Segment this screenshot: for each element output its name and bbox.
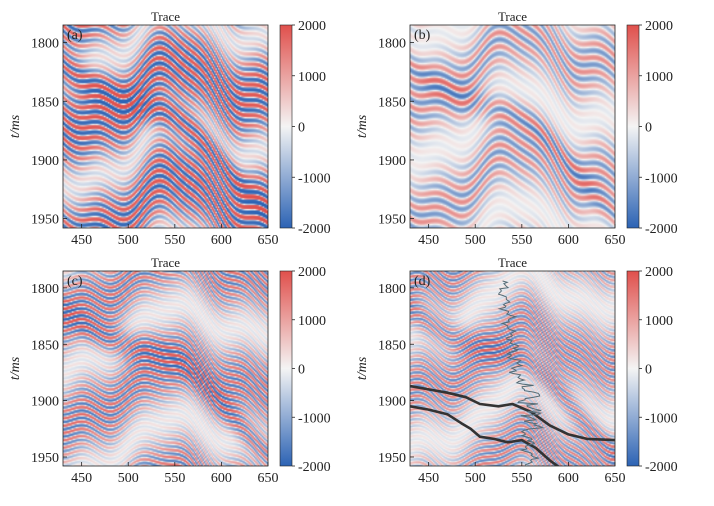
- seismic-figure: 450 500 550 600 650 1800 1850 1900 1950 Trace t/ms…: [0, 0, 714, 506]
- panel-4: 450 500 550 600 650 1800 1850 1900 1950 Trace t/ms…: [355, 255, 678, 486]
- y-axis-label: t/ms: [8, 356, 23, 380]
- panel-2: 450 500 550 600 650 1800 1850 1900 1950 Trace t/ms…: [355, 9, 678, 248]
- x-tick-label: 600: [211, 233, 232, 248]
- colorbar: [280, 25, 292, 228]
- y-tick-label: 1800: [31, 282, 59, 297]
- x-tick-label: 450: [71, 233, 92, 248]
- y-tick-label: 1850: [31, 95, 59, 110]
- colorbar-tick-label: -2000: [645, 460, 678, 475]
- y-axis-label: t/ms: [355, 114, 370, 138]
- panel-3: 450 500 550 600 650 1800 1850 1900 1950 Trace t/ms…: [8, 255, 331, 486]
- y-tick-label: 1850: [378, 338, 406, 353]
- colorbar-tick-label: 1000: [298, 314, 326, 329]
- y-tick-label: 1850: [31, 338, 59, 353]
- y-axis-label: t/ms: [8, 114, 23, 138]
- y-tick-label: 1800: [31, 37, 59, 52]
- colorbar-tick-label: 0: [645, 121, 652, 136]
- colorbar-tick-label: 2000: [645, 265, 673, 280]
- x-tick-label: 550: [511, 471, 532, 486]
- panel-label: (a): [67, 28, 83, 43]
- colorbar-tick-label: 1000: [645, 314, 673, 329]
- x-tick-label: 600: [558, 471, 579, 486]
- colorbar-tick-label: -1000: [645, 171, 678, 186]
- panel-label: (d): [414, 274, 431, 289]
- panel-1: 450 500 550 600 650 1800 1850 1900 1950 Trace t/ms…: [8, 9, 331, 248]
- y-tick-label: 1800: [378, 282, 406, 297]
- colorbar-tick-label: -1000: [298, 411, 331, 426]
- colorbar-tick-label: -1000: [298, 171, 331, 186]
- colorbar: [627, 271, 639, 466]
- x-tick-label: 450: [418, 471, 439, 486]
- heatmap-image-2: [410, 25, 615, 228]
- x-tick-label: 500: [465, 471, 486, 486]
- x-tick-label: 450: [418, 233, 439, 248]
- heatmap-image-3: [63, 271, 268, 466]
- x-tick-label: 550: [164, 471, 185, 486]
- y-tick-label: 1950: [31, 451, 59, 466]
- x-axis-label: Trace: [498, 255, 527, 270]
- colorbar-tick-label: 0: [298, 363, 305, 378]
- y-tick-label: 1900: [31, 395, 59, 410]
- colorbar-tick-label: 1000: [298, 70, 326, 85]
- x-axis-label: Trace: [151, 9, 180, 24]
- x-axis-label: Trace: [498, 9, 527, 24]
- y-tick-label: 1850: [378, 95, 406, 110]
- colorbar-tick-label: -1000: [645, 411, 678, 426]
- x-tick-label: 650: [258, 471, 279, 486]
- x-tick-label: 600: [558, 233, 579, 248]
- y-tick-label: 1900: [378, 395, 406, 410]
- x-tick-label: 450: [71, 471, 92, 486]
- colorbar-tick-label: 0: [298, 121, 305, 136]
- x-tick-label: 650: [258, 233, 279, 248]
- colorbar: [280, 271, 292, 466]
- y-tick-label: 1950: [378, 451, 406, 466]
- x-tick-label: 650: [605, 233, 626, 248]
- colorbar-tick-label: -2000: [645, 222, 678, 237]
- x-tick-label: 650: [605, 471, 626, 486]
- colorbar-tick-label: 2000: [645, 19, 673, 34]
- x-tick-label: 550: [164, 233, 185, 248]
- colorbar: [627, 25, 639, 228]
- y-tick-label: 1950: [378, 213, 406, 228]
- x-tick-label: 500: [465, 233, 486, 248]
- colorbar-tick-label: 2000: [298, 19, 326, 34]
- y-tick-label: 1900: [31, 154, 59, 169]
- x-axis-label: Trace: [151, 255, 180, 270]
- colorbar-tick-label: 0: [645, 363, 652, 378]
- colorbar-tick-label: 2000: [298, 265, 326, 280]
- panel-label: (c): [67, 274, 83, 289]
- y-tick-label: 1900: [378, 154, 406, 169]
- x-tick-label: 500: [118, 471, 139, 486]
- x-tick-label: 550: [511, 233, 532, 248]
- colorbar-tick-label: -2000: [298, 222, 331, 237]
- colorbar-tick-label: 1000: [645, 70, 673, 85]
- x-tick-label: 500: [118, 233, 139, 248]
- y-tick-label: 1950: [31, 213, 59, 228]
- colorbar-tick-label: -2000: [298, 460, 331, 475]
- x-tick-label: 600: [211, 471, 232, 486]
- panels: 450 500 550 600 650 1800 1850 1900 1950 Trace t/ms…: [8, 9, 678, 486]
- y-axis-label: t/ms: [355, 356, 370, 380]
- panel-label: (b): [414, 28, 431, 43]
- y-tick-label: 1800: [378, 37, 406, 52]
- heatmap-image-1: [63, 25, 268, 228]
